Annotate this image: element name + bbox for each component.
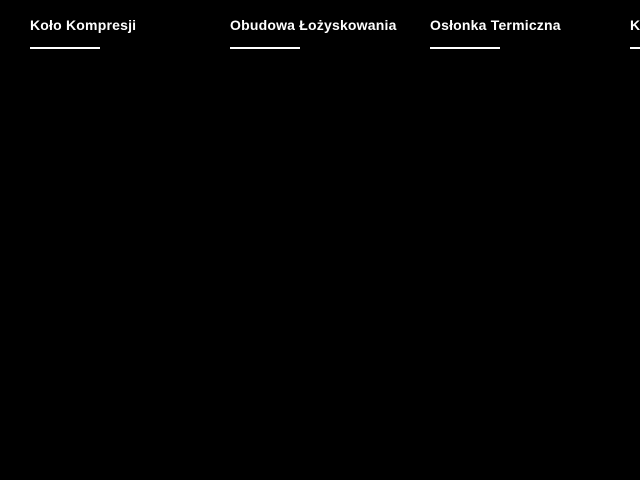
input-underline <box>230 47 300 49</box>
field-value <box>630 35 640 47</box>
field-oslonka-termiczna: Osłonka Termiczna <box>430 17 630 77</box>
input-underline <box>30 47 100 49</box>
field-label: Osłonka Termiczna <box>430 17 561 33</box>
field-kolo-kompresji: Koło Kompresji <box>30 17 230 77</box>
field-value <box>430 35 500 47</box>
input-underline <box>430 47 500 49</box>
field-label: Koło Kompresji <box>30 17 137 33</box>
field-kierownica-spalin: Kierownica Spalin <box>630 17 640 77</box>
field-value <box>230 35 300 47</box>
field-input[interactable] <box>30 35 100 49</box>
field-label: Obudowa Łożyskowania <box>230 17 397 33</box>
field-value <box>30 35 100 47</box>
field-obudowa-lozyskowania: Obudowa Łożyskowania <box>230 17 430 77</box>
field-input[interactable] <box>230 35 300 49</box>
parts-form: Koło Kompresji Obudowa Łożyskowania Osło… <box>30 17 640 77</box>
field-label: Kierownica Spalin <box>630 17 640 33</box>
field-input[interactable] <box>630 35 640 49</box>
field-input[interactable] <box>430 35 500 49</box>
input-underline <box>630 47 640 49</box>
